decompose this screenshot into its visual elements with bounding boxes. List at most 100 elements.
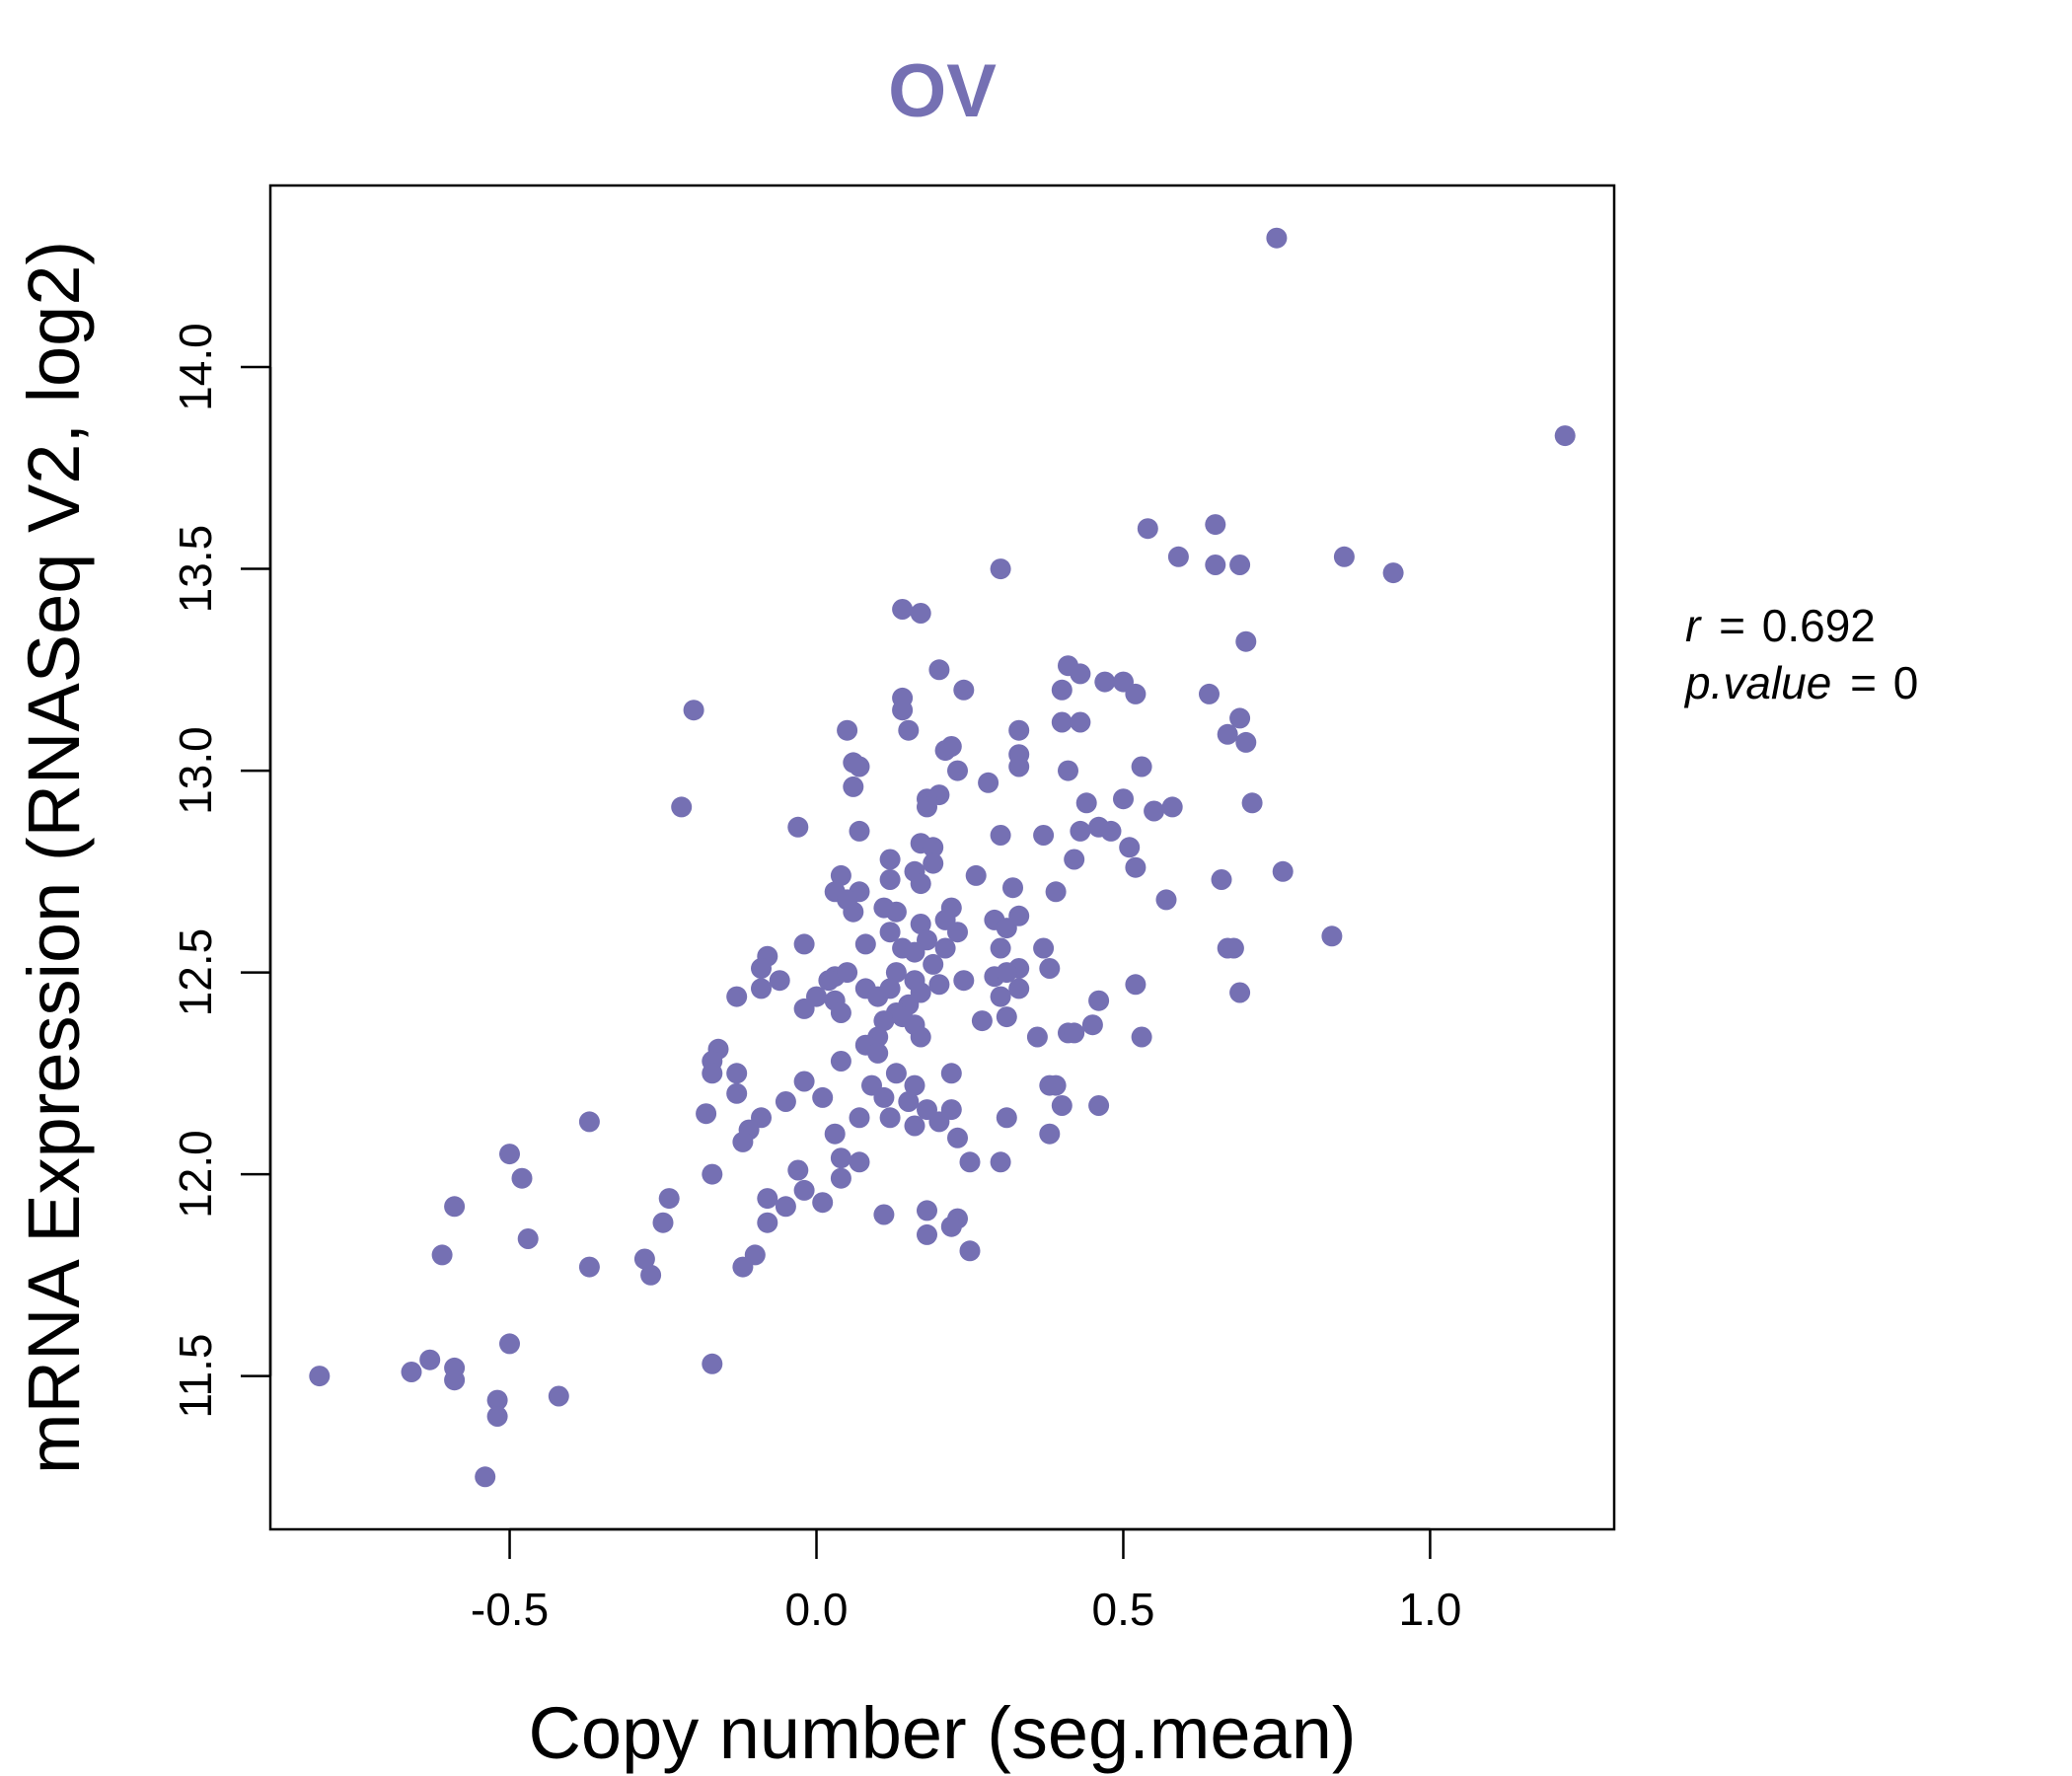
data-point [726,986,748,1007]
data-point [996,962,1017,984]
data-point [904,1074,925,1096]
r-label: r [1685,600,1702,651]
data-point [732,1256,754,1278]
y-tick-label: 12.0 [170,1130,221,1219]
plot-area-frame [268,184,1616,1531]
data-point [787,816,809,838]
data-points [309,227,1576,1488]
data-point [843,776,864,797]
y-axis-title: mRNA Expression (RNASeq V2, log2) [13,241,95,1474]
data-point [947,922,968,943]
data-point [309,1366,331,1387]
data-point [849,820,870,842]
data-point [830,1167,851,1189]
data-point [499,1144,520,1165]
data-point [885,901,907,923]
data-point [812,1192,834,1214]
data-point [1039,1123,1061,1145]
x-tick-label: 1.0 [1398,1584,1461,1635]
data-point [923,837,944,858]
data-point [1229,982,1251,1003]
data-point [904,941,925,963]
data-point [1070,711,1091,733]
data-point [1131,756,1152,777]
data-point [837,719,858,741]
data-point [990,558,1011,580]
data-point [696,1103,717,1125]
data-point [1039,958,1061,979]
data-point [499,1333,520,1355]
data-point [517,1228,539,1249]
data-point [978,772,999,793]
data-point [1070,663,1091,685]
data-point [1167,546,1189,567]
data-point [910,873,931,895]
x-tick-label: 0.0 [785,1584,849,1635]
data-point [769,970,790,992]
data-point [917,1223,937,1245]
data-point [548,1385,569,1407]
data-point [947,1127,968,1148]
data-point [923,953,944,975]
data-point [898,1091,920,1112]
data-point [959,1151,981,1173]
data-point [879,869,901,890]
data-point [1131,1026,1152,1048]
data-point [990,825,1011,846]
data-point [885,962,907,984]
data-point [1008,756,1030,777]
data-point [486,1389,508,1411]
data-point [928,1111,950,1133]
data-point [652,1212,674,1233]
data-point [1229,707,1251,729]
data-point [757,1212,778,1233]
data-point [726,1063,748,1084]
data-point [947,760,968,781]
data-point [971,1010,993,1032]
data-point [1008,978,1030,999]
data-point [1125,856,1147,878]
data-point [1064,1022,1085,1044]
data-point [1088,1095,1110,1116]
data-point [1125,683,1147,704]
data-point [732,1131,754,1152]
data-point [401,1362,422,1382]
data-point [910,1026,931,1048]
data-point [1033,825,1055,846]
data-point [1008,719,1030,741]
data-point [1064,849,1085,870]
data-point [1058,760,1078,781]
data-point [965,864,987,886]
data-point [812,1086,834,1108]
data-point [444,1369,466,1391]
data-point [1026,1026,1048,1048]
data-point [578,1256,600,1278]
data-point [892,599,914,620]
data-point [959,1240,981,1262]
chart-title: OV [888,49,997,133]
x-axis-title: Copy number (seg.mean) [528,1692,1356,1774]
data-point [873,1010,895,1032]
correlation-annotation: r = 0.692 p.value = 0 [1683,600,1918,708]
r-annotation: r = 0.692 [1685,600,1876,651]
x-tick-label: 0.5 [1091,1584,1154,1635]
data-point [940,736,962,757]
data-point [1051,711,1073,733]
x-tick-label: -0.5 [471,1584,549,1635]
data-point [873,1204,895,1225]
data-point [1070,820,1091,842]
data-point [683,700,704,721]
data-point [1211,869,1232,890]
data-point [996,1006,1017,1028]
data-point [892,700,914,721]
data-point [830,864,851,886]
data-point [1161,796,1183,818]
p-value-value: 0 [1893,657,1919,708]
data-point [1155,889,1177,911]
data-point [879,978,901,999]
data-point [1235,630,1257,652]
data-point [923,852,944,874]
data-point [658,1188,680,1210]
data-point [793,1071,815,1092]
